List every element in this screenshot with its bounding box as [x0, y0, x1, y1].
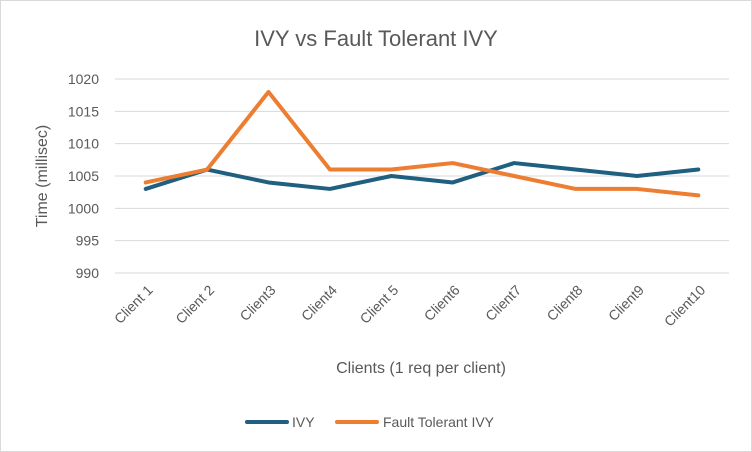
x-tick-label: Client8 [543, 282, 585, 324]
x-tick-label: Client 1 [111, 282, 156, 327]
x-tick-label: Client3 [236, 282, 278, 324]
series-line-fault-tolerant-ivy [143, 89, 701, 198]
x-axis-ticks: Client 1 Client 2 Client3 Client4 Client 5 Cl… [111, 282, 709, 330]
y-tick-label: 995 [76, 233, 100, 249]
legend-label: IVY [292, 414, 315, 430]
y-tick-label: 990 [76, 265, 100, 281]
x-tick-label: Client9 [605, 282, 647, 324]
y-tick-label: 1010 [68, 136, 99, 152]
y-tick-label: 1005 [68, 168, 99, 184]
x-tick-label: Client10 [661, 282, 709, 330]
x-tick-label: Client4 [298, 282, 340, 324]
legend-label: Fault Tolerant IVY [383, 414, 495, 430]
series-line-ivy [143, 161, 701, 191]
x-tick-label: Client 2 [172, 282, 217, 327]
y-tick-label: 1015 [68, 103, 99, 119]
chart-title: IVY vs Fault Tolerant IVY [254, 26, 498, 51]
series-lines [143, 89, 701, 198]
x-tick-label: Client 5 [357, 282, 402, 327]
y-tick-label: 1000 [68, 200, 99, 216]
x-tick-label: Client7 [482, 282, 524, 324]
y-axis-ticks: 990 995 1000 1005 1010 1015 1020 [68, 71, 99, 281]
y-tick-label: 1020 [68, 71, 99, 87]
gridlines [115, 78, 729, 274]
legend: IVY Fault Tolerant IVY [245, 414, 495, 430]
x-tick-label: Client6 [421, 282, 463, 324]
y-axis-title: Time (millisec) [34, 125, 51, 228]
x-axis-title: Clients (1 req per client) [336, 360, 506, 377]
